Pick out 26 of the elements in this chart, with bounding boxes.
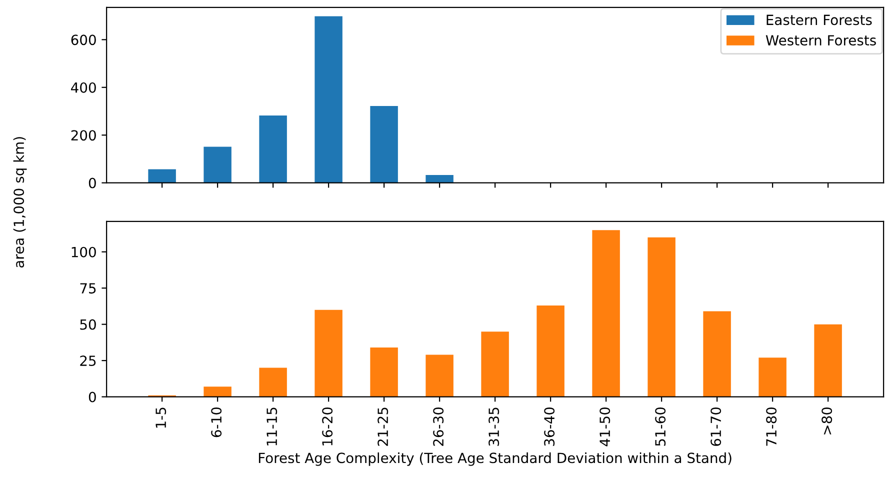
y-tick-label: 0 — [88, 178, 96, 188]
x-tick-label: 26-30 — [433, 407, 444, 446]
y-tick-label: 75 — [80, 283, 96, 294]
y-tick-label: 400 — [71, 82, 96, 93]
x-axis-title: Forest Age Complexity (Tree Age Standard Deviation within a Stand) — [258, 452, 732, 466]
y-axis-title: area (1,000 sq km) — [13, 137, 27, 268]
x-tick-label: 1-5 — [156, 408, 166, 428]
x-tick-label: 41-50 — [600, 407, 610, 446]
x-tick-label: 51-60 — [655, 407, 666, 446]
x-tick-label: 16-20 — [322, 407, 333, 446]
y-tick-label: 200 — [71, 130, 96, 141]
y-tick-label: 0 — [88, 392, 96, 402]
y-tick-label: 25 — [80, 356, 96, 366]
y-tick-label: 600 — [71, 34, 96, 46]
y-tick-label: 50 — [80, 319, 96, 330]
x-tick-label: 31-35 — [488, 408, 500, 446]
x-tick-label: 61-70 — [710, 407, 722, 446]
x-tick-label: 6-10 — [211, 407, 222, 438]
x-tick-label: 71-80 — [766, 407, 777, 446]
x-tick-label: 36-40 — [544, 407, 555, 446]
x-tick-label: 21-25 — [378, 408, 388, 446]
legend-label: Eastern Forests — [766, 14, 872, 26]
x-tick-label: >80 — [822, 407, 832, 434]
y-tick-label: 100 — [72, 246, 96, 258]
legend-label: Western Forests — [766, 35, 876, 46]
x-tick-label: 11-15 — [266, 408, 278, 446]
